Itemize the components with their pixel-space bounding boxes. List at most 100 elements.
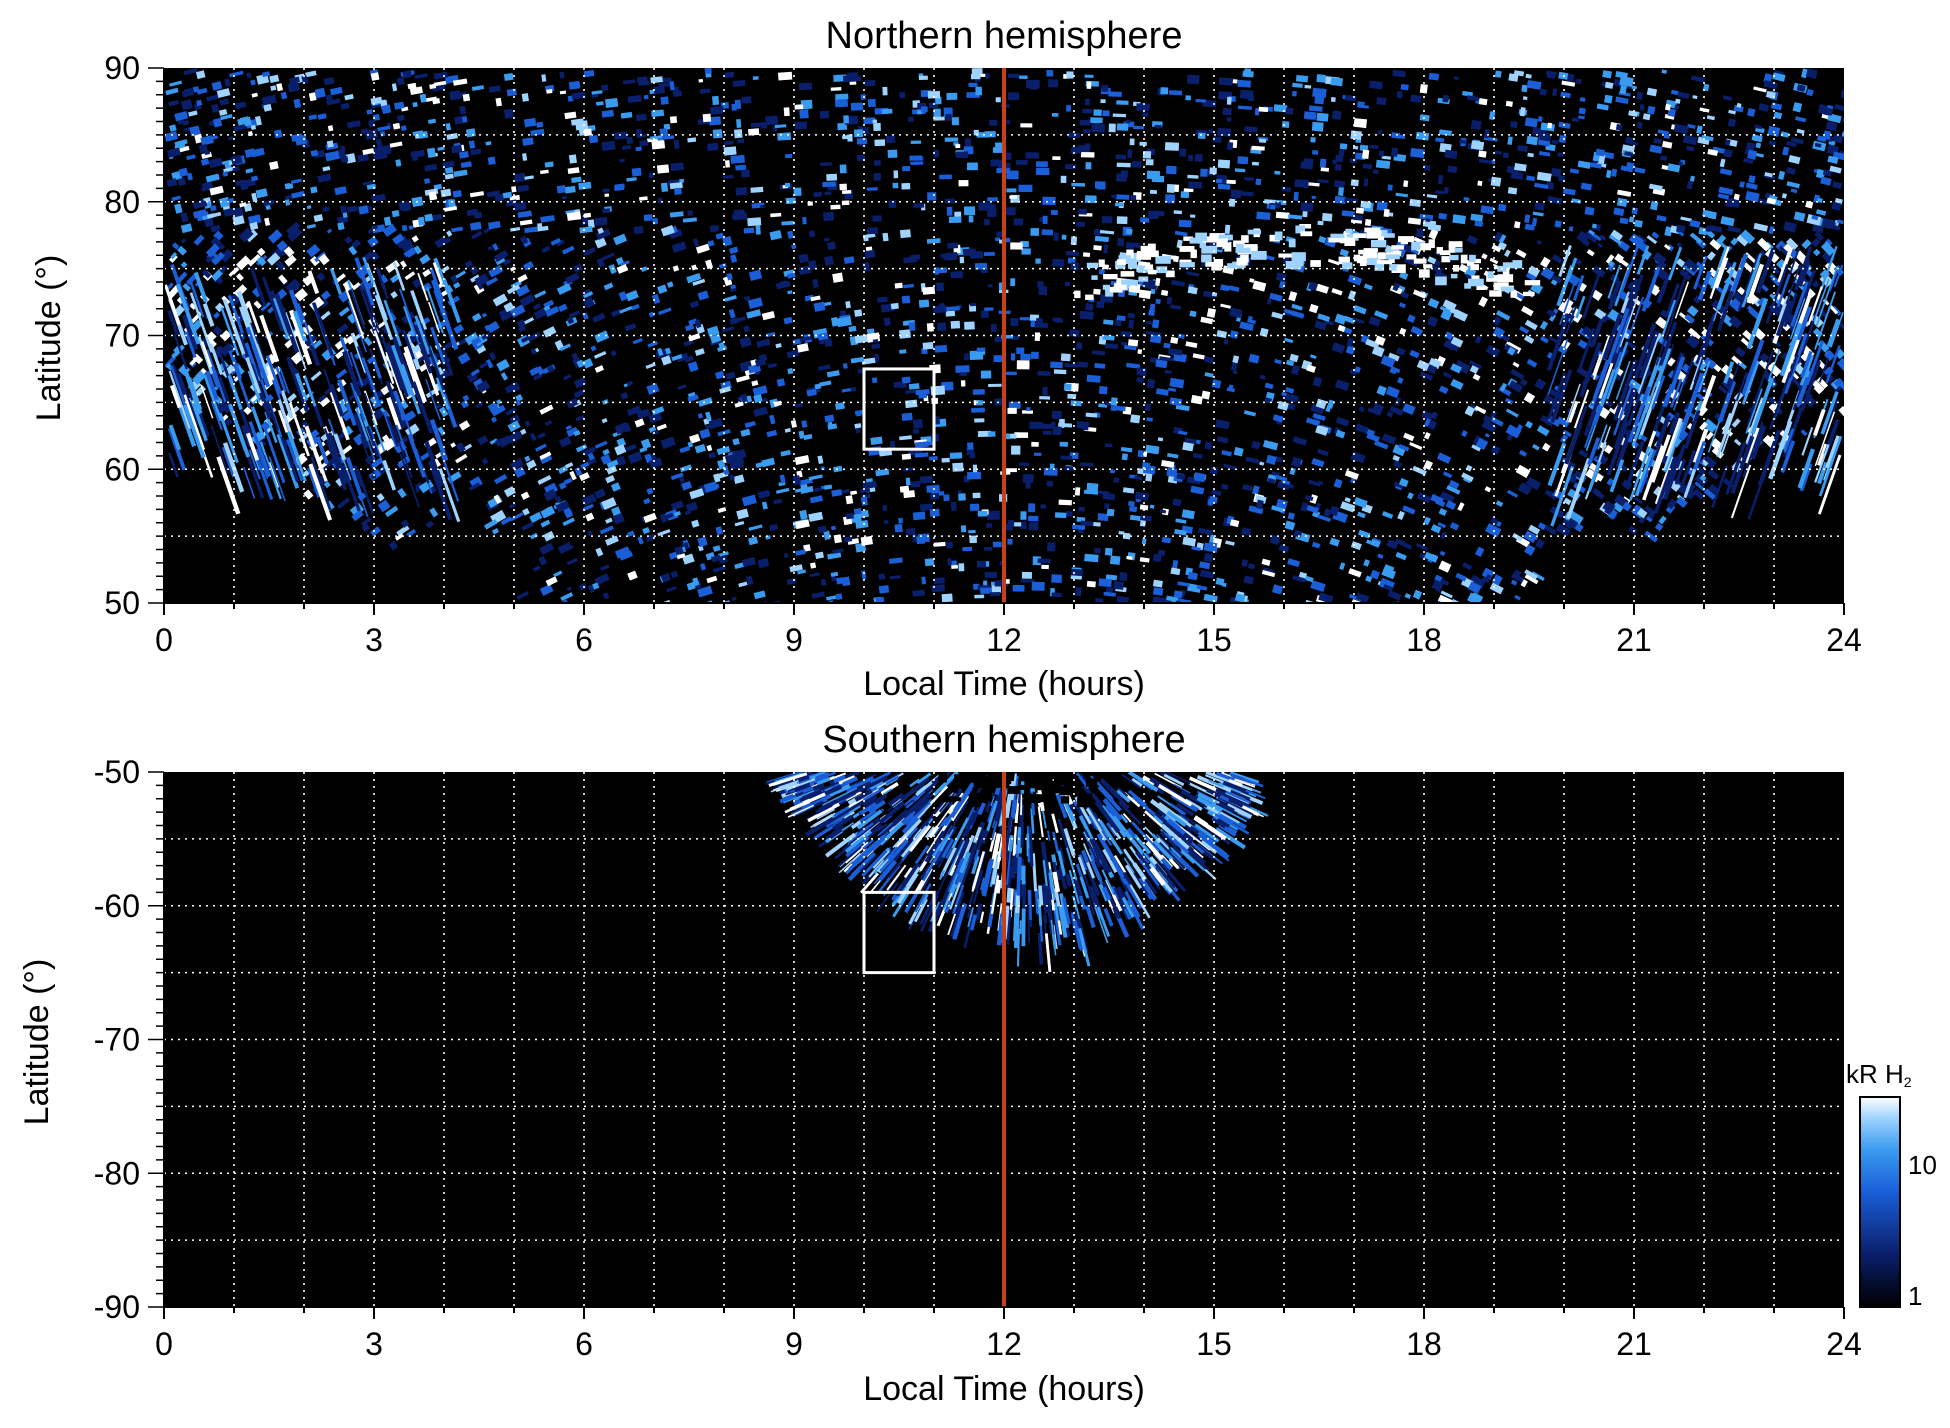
- emission-pixel: [1373, 170, 1379, 175]
- emission-pixel: [1075, 487, 1080, 495]
- emission-pixel: [1255, 179, 1261, 186]
- emission-pixel: [1391, 147, 1398, 156]
- emission-pixel: [882, 109, 893, 114]
- emission-pixel: [802, 217, 807, 224]
- emission-pixel: [1335, 164, 1342, 170]
- emission-pixel: [639, 140, 648, 146]
- emission-pixel: [1584, 207, 1594, 216]
- emission-pixel: [909, 155, 922, 160]
- emission-pixel: [1150, 505, 1155, 509]
- emission-pixel: [1442, 95, 1449, 103]
- emission-pixel: [393, 123, 400, 130]
- emission-pixel: [1338, 187, 1344, 196]
- emission-pixel: [939, 174, 952, 179]
- emission-pixel: [1066, 251, 1079, 256]
- emission-pixel: [1126, 120, 1130, 124]
- emission-pixel: [1037, 371, 1050, 376]
- emission-pixel: [1047, 542, 1055, 551]
- emission-pixel: [1085, 143, 1091, 150]
- emission-pixel: [1016, 160, 1028, 165]
- emission-pixel: [1029, 522, 1039, 530]
- dusk-arc-pixel: [1201, 255, 1212, 263]
- auroral-ray: [1058, 870, 1060, 880]
- emission-pixel: [1503, 152, 1509, 158]
- emission-pixel: [1184, 188, 1194, 192]
- emission-pixel: [899, 349, 906, 354]
- emission-pixel: [1204, 553, 1213, 563]
- emission-pixel: [1102, 110, 1109, 116]
- emission-pixel: [1237, 80, 1251, 88]
- emission-pixel: [967, 162, 978, 170]
- emission-pixel: [974, 595, 984, 599]
- emission-pixel: [637, 76, 648, 83]
- emission-pixel: [1054, 369, 1067, 374]
- emission-pixel: [401, 201, 411, 211]
- emission-pixel: [1132, 161, 1142, 168]
- emission-pixel: [1093, 109, 1101, 115]
- emission-pixel: [741, 96, 751, 104]
- emission-pixel: [644, 214, 653, 221]
- emission-pixel: [604, 193, 609, 197]
- emission-pixel: [820, 162, 832, 166]
- emission-pixel: [651, 109, 664, 117]
- emission-pixel: [961, 380, 966, 386]
- emission-pixel: [1155, 299, 1160, 304]
- emission-pixel: [453, 190, 462, 198]
- emission-pixel: [674, 140, 680, 149]
- emission-pixel: [795, 121, 807, 129]
- emission-pixel: [934, 577, 945, 584]
- emission-pixel: [1282, 121, 1290, 128]
- emission-pixel: [977, 348, 986, 352]
- emission-pixel: [1028, 503, 1035, 512]
- emission-pixel: [1281, 187, 1291, 192]
- emission-pixel: [1356, 208, 1364, 214]
- emission-pixel: [954, 212, 961, 217]
- emission-pixel: [1209, 129, 1213, 134]
- emission-pixel: [1312, 122, 1324, 132]
- emission-pixel: [981, 370, 991, 378]
- emission-pixel: [569, 81, 581, 90]
- emission-pixel: [1085, 75, 1094, 78]
- emission-pixel: [1350, 130, 1361, 139]
- emission-pixel: [644, 95, 649, 99]
- emission-pixel: [1270, 205, 1275, 210]
- emission-pixel: [916, 536, 925, 544]
- emission-pixel: [843, 75, 857, 82]
- dusk-arc-pixel: [1501, 287, 1514, 292]
- emission-pixel: [882, 233, 888, 242]
- south-title: Southern hemisphere: [822, 719, 1185, 761]
- emission-pixel: [851, 387, 856, 391]
- emission-pixel: [699, 79, 704, 82]
- emission-pixel: [899, 92, 905, 98]
- emission-pixel: [557, 185, 566, 193]
- emission-pixel: [381, 105, 391, 114]
- emission-pixel: [687, 137, 696, 142]
- emission-pixel: [1514, 221, 1520, 228]
- emission-pixel: [956, 152, 968, 159]
- emission-pixel: [946, 114, 952, 121]
- dusk-arc-pixel: [1386, 255, 1400, 260]
- emission-pixel: [1038, 558, 1051, 563]
- emission-pixel: [724, 72, 734, 78]
- dusk-arc-pixel: [1278, 254, 1293, 258]
- emission-pixel: [967, 442, 973, 449]
- emission-pixel: [1152, 319, 1159, 328]
- emission-pixel: [751, 122, 762, 127]
- emission-pixel: [559, 72, 564, 79]
- emission-pixel: [923, 342, 934, 350]
- dusk-arc-pixel: [1353, 233, 1366, 238]
- emission-pixel: [1274, 171, 1280, 175]
- emission-pixel: [937, 323, 946, 332]
- emission-pixel: [854, 423, 861, 428]
- emission-pixel: [959, 373, 967, 376]
- emission-pixel: [970, 504, 979, 511]
- emission-pixel: [536, 122, 543, 128]
- emission-pixel: [1126, 229, 1133, 235]
- emission-pixel: [1039, 396, 1050, 400]
- emission-pixel: [861, 536, 873, 546]
- emission-pixel: [1083, 129, 1090, 133]
- dusk-arc-pixel: [1121, 280, 1130, 285]
- emission-pixel: [983, 581, 987, 586]
- emission-pixel: [1188, 181, 1202, 188]
- emission-pixel: [927, 192, 936, 200]
